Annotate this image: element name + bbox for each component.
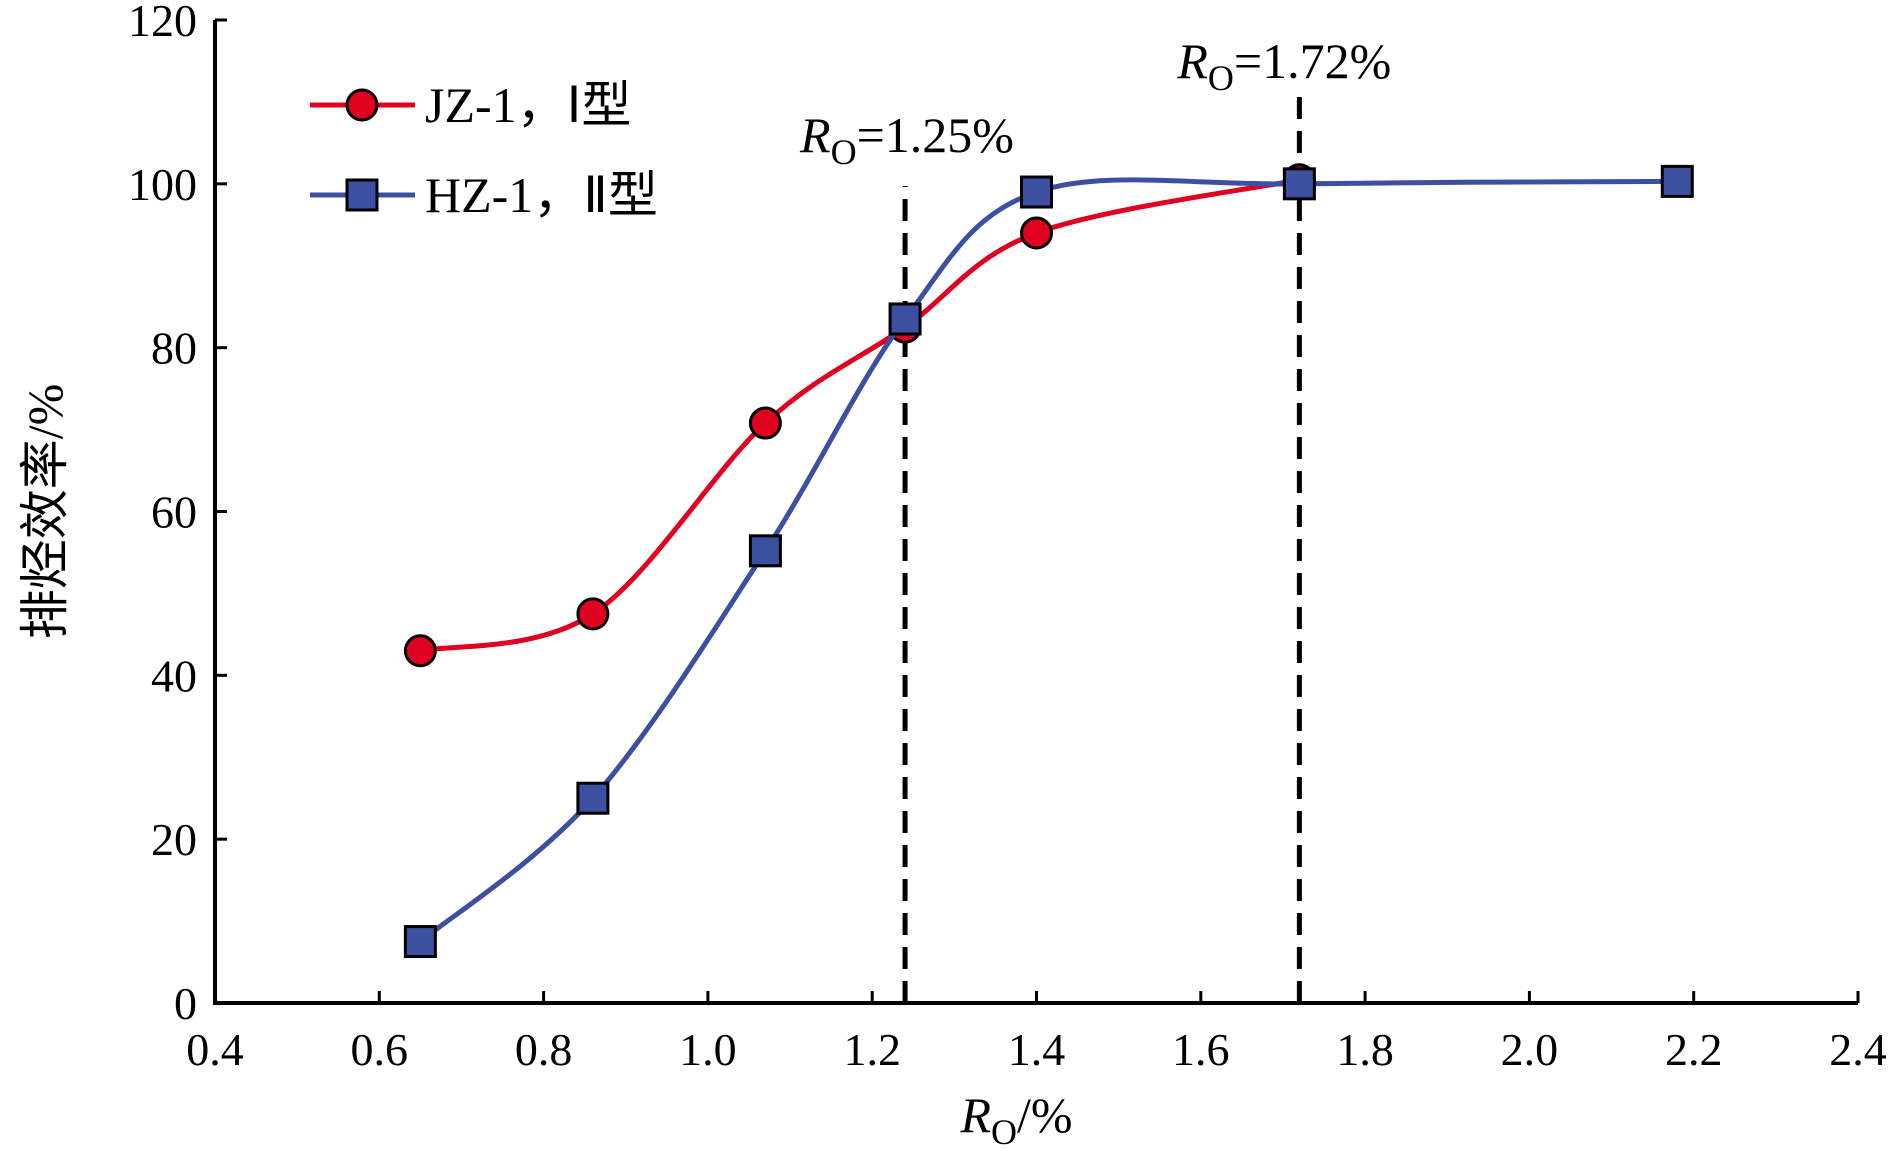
data-point-circle <box>748 406 782 440</box>
y-tick-label: 40 <box>151 650 197 701</box>
legend-marker-circle <box>345 88 379 122</box>
x-tick-label: 1.4 <box>1008 1024 1066 1075</box>
data-point-square <box>1660 164 1694 198</box>
reference-label-main: R <box>1176 33 1208 89</box>
reference-label: RO=1.72% <box>1176 33 1391 98</box>
series-hz-1 <box>403 164 1694 959</box>
legend-label: JZ-1，Ⅰ型 <box>425 77 631 133</box>
data-point-circle <box>403 634 437 668</box>
legend-item: HZ-1，Ⅱ型 <box>310 167 658 223</box>
x-axis-title-sub: O <box>991 1112 1017 1151</box>
data-point-square <box>748 534 782 568</box>
reference-label-sub: O <box>831 132 857 172</box>
x-tick-label: 2.0 <box>1501 1024 1559 1075</box>
data-point-circle <box>576 597 610 631</box>
data-point-square <box>576 781 610 815</box>
x-tick-label: 0.6 <box>351 1024 409 1075</box>
series-layer <box>403 163 1694 959</box>
reference-label: RO=1.25% <box>799 107 1014 172</box>
x-tick-label: 1.6 <box>1172 1024 1230 1075</box>
data-point-square <box>888 302 922 336</box>
x-axis-title-main: R <box>959 1087 991 1143</box>
series-line <box>419 177 1300 654</box>
reference-label-main: R <box>799 107 831 163</box>
x-tick-label: 2.4 <box>1829 1024 1887 1075</box>
reference-label-sub: O <box>1208 58 1234 98</box>
legend: JZ-1，Ⅰ型 HZ-1，Ⅱ型 <box>310 77 658 223</box>
axis-titles: RO/% 排烃效率/% <box>17 384 1073 1151</box>
y-tick-label: 60 <box>151 487 197 538</box>
x-axis-title-unit: /% <box>1017 1087 1073 1143</box>
data-point-square <box>1282 167 1316 201</box>
x-tick-label: 1.0 <box>679 1024 737 1075</box>
y-tick-label: 100 <box>128 159 197 210</box>
legend-marker-square <box>345 178 379 212</box>
data-point-square <box>403 925 437 959</box>
ticks: 0.4 0.6 0.8 1.0 1.2 1.4 1.6 1.8 2.0 2.2 2.4 0 20 40 60… <box>128 0 1887 1075</box>
x-tick-label: 1.8 <box>1336 1024 1394 1075</box>
reference-label-value: =1.72% <box>1234 33 1391 89</box>
data-point-circle <box>1020 216 1053 250</box>
legend-item: JZ-1，Ⅰ型 <box>310 77 631 133</box>
data-point-square <box>1020 175 1053 209</box>
x-tick-label: 0.8 <box>515 1024 573 1075</box>
x-tick-label: 2.2 <box>1665 1024 1723 1075</box>
x-tick-label: 0.4 <box>186 1024 244 1075</box>
x-axis-title: RO/% <box>959 1087 1072 1151</box>
series-jz-1 <box>403 163 1316 668</box>
y-tick-label: 0 <box>174 978 197 1029</box>
y-tick-label: 120 <box>128 0 197 46</box>
reference-label-value: =1.25% <box>857 107 1014 163</box>
y-axis-title: 排烃效率/% <box>17 384 73 640</box>
y-tick-label: 80 <box>151 323 197 374</box>
y-tick-label: 20 <box>151 814 197 865</box>
x-tick-label: 1.2 <box>843 1024 901 1075</box>
legend-label: HZ-1，Ⅱ型 <box>425 167 658 223</box>
series-line <box>418 177 1678 944</box>
